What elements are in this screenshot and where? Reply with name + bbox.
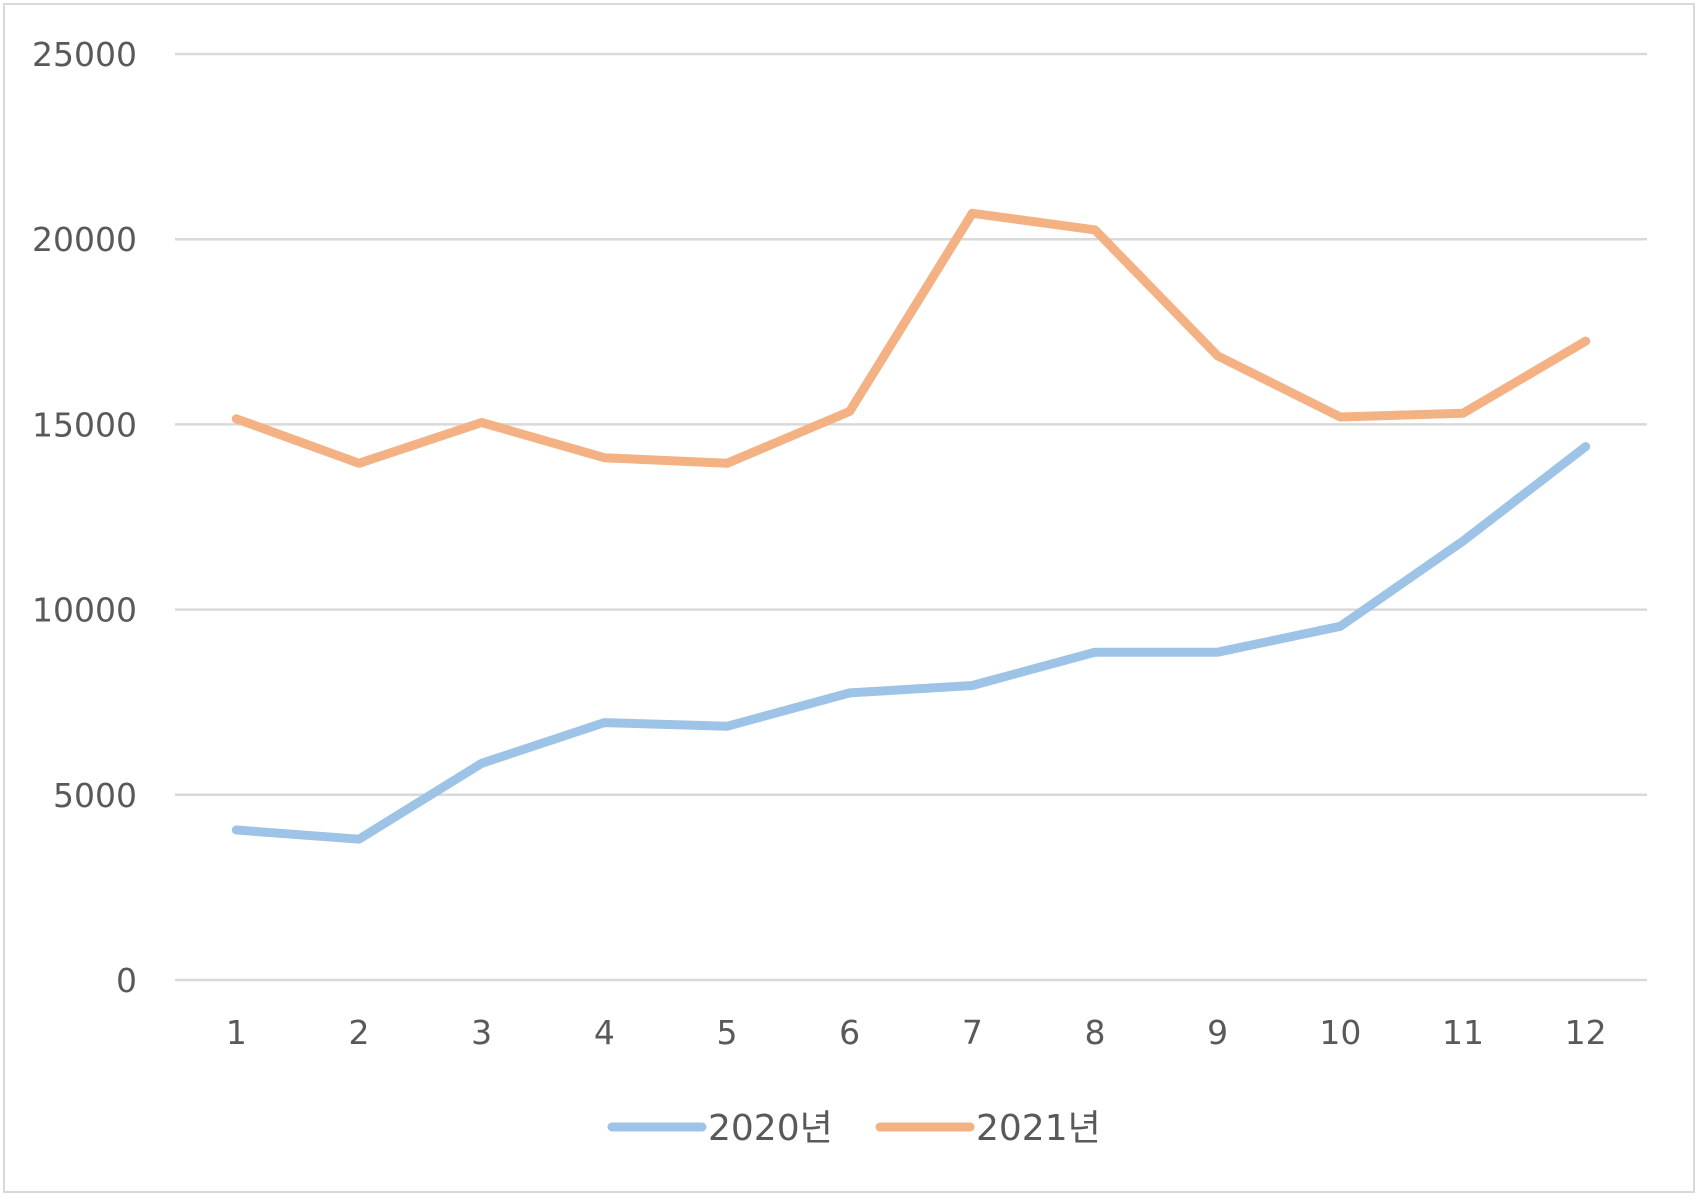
chart-frame — [3, 3, 1695, 1193]
series-line-2021년 — [231, 208, 1591, 468]
x-tick-label: 8 — [1085, 1013, 1106, 1052]
x-tick-label: 12 — [1565, 1013, 1607, 1052]
series-line-2020년 — [231, 442, 1591, 844]
legend-label: 2020년 — [708, 1108, 833, 1149]
x-tick-label: 6 — [839, 1013, 860, 1052]
x-tick-label: 3 — [471, 1013, 492, 1052]
legend: 2020년 2021년 — [607, 1108, 1101, 1149]
gridlines — [175, 52, 1647, 982]
x-tick-label: 5 — [717, 1013, 738, 1052]
x-tick-label: 10 — [1319, 1013, 1361, 1052]
y-tick-label: 15000 — [32, 405, 137, 444]
x-axis-ticks: 1 2 3 4 5 6 7 8 9 10 11 12 — [226, 1013, 1607, 1052]
x-tick-label: 7 — [962, 1013, 983, 1052]
x-tick-label: 4 — [594, 1013, 615, 1052]
legend-label: 2021년 — [976, 1108, 1101, 1149]
series-lines — [231, 208, 1591, 844]
y-tick-label: 10000 — [32, 591, 137, 630]
x-tick-label: 2 — [349, 1013, 370, 1052]
x-tick-label: 9 — [1207, 1013, 1228, 1052]
y-tick-label: 25000 — [32, 35, 137, 74]
y-tick-label: 20000 — [32, 220, 137, 259]
y-tick-label: 0 — [116, 961, 137, 1000]
y-axis-ticks: 0 5000 10000 15000 20000 25000 — [32, 35, 137, 1000]
x-tick-label: 1 — [226, 1013, 247, 1052]
y-tick-label: 5000 — [53, 776, 137, 815]
x-tick-label: 11 — [1442, 1013, 1484, 1052]
